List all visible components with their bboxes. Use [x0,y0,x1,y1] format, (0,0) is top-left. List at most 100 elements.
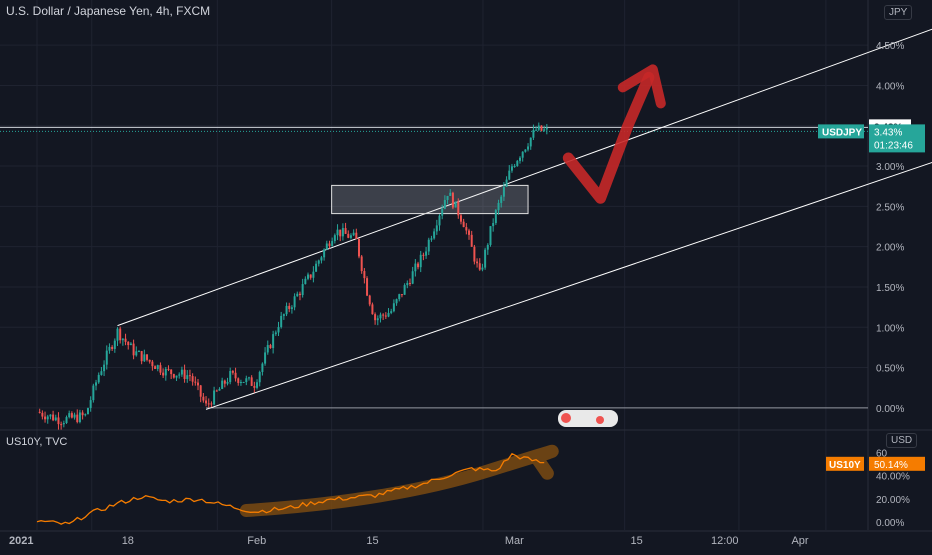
candle-body [441,209,443,216]
candle-body [167,369,169,370]
candle-body [117,329,119,341]
candle-body [267,345,269,352]
candle-body [119,329,121,341]
candle-body [312,272,314,278]
candle-body [243,382,245,383]
y-tick-label: 1.00% [876,323,904,334]
candle-body [430,238,432,239]
candle-body [98,375,100,382]
candle-body [406,283,408,285]
candle-body [90,400,92,408]
candle-body [269,345,271,348]
candle-body [363,271,365,278]
candle-body [417,264,419,268]
candle-body [261,364,263,372]
y-tick-label: 0.00% [876,404,904,415]
candle-body [304,279,306,284]
candle-body [508,171,510,180]
candle-body [237,378,239,383]
candle-body [68,413,70,417]
candle-body [138,351,140,352]
candle-body [444,200,446,209]
x-tick-label: Apr [791,535,808,547]
sub-y-tick-label: 20.00% [876,495,910,506]
candle-body [39,412,41,413]
candle-body [264,352,266,363]
candle-body [390,311,392,313]
candle-body [538,126,540,130]
candle-body [465,227,467,230]
candle-body [422,255,424,256]
candle-body [221,381,223,389]
candle-body [184,370,186,379]
candle-body [420,255,422,267]
candle-body [256,382,258,388]
candle-body [229,371,231,382]
candle-body [283,314,285,316]
candle-body [130,344,132,345]
candle-body [57,417,59,424]
candle-body [106,351,108,365]
candle-body [540,126,542,131]
candle-body [181,370,183,375]
us10y-value-label: 50.14% [874,460,908,471]
candle-body [200,385,202,396]
candle-body [141,351,143,361]
candle-body [374,314,376,320]
candle-body [143,354,145,361]
candle-body [436,225,438,231]
candle-body [439,216,441,226]
candle-body [127,342,129,345]
candle-body [135,351,137,355]
candle-body [259,372,261,382]
candle-body [288,306,290,309]
candle-body [235,373,237,379]
candle-body [125,339,127,342]
currency-button[interactable]: JPY [884,5,912,20]
candle-body [495,210,497,223]
x-tick-label: Feb [247,535,266,547]
candle-body [514,166,516,167]
symbol-tag-label: USDJPY [822,127,862,138]
candle-body [218,389,220,391]
candle-body [452,193,454,208]
candle-body [463,222,465,227]
candle-body [487,245,489,250]
candle-body [79,412,81,422]
candle-body [189,375,191,376]
candle-body [339,230,341,237]
candle-body [492,223,494,226]
candle-body [205,401,207,404]
candle-body [162,373,164,376]
candle-body [479,263,481,269]
candle-body [186,375,188,379]
candle-body [216,390,218,391]
candle-body [95,382,97,385]
candle-body [527,146,529,149]
candle-body [253,386,255,388]
sub-y-tick-label: 40.00% [876,472,910,483]
candle-body [449,193,451,196]
candle-body [345,228,347,234]
x-tick-label: 15 [366,535,378,547]
candle-body [194,382,196,383]
candle-body [506,180,508,187]
candle-body [379,315,381,319]
candle-body [457,202,459,216]
candle-body [318,261,320,264]
candle-body [133,344,135,356]
candle-body [154,366,156,369]
candle-body [170,370,172,374]
candle-body [103,365,105,372]
candle-body [377,318,379,320]
sub-currency-button[interactable]: USD [886,433,917,448]
candle-body [404,285,406,295]
candle-body [41,413,43,417]
candle-body [55,417,57,420]
candle-body [353,233,355,236]
candle-body [366,278,368,295]
candle-body [409,283,411,284]
candle-body [272,334,274,348]
